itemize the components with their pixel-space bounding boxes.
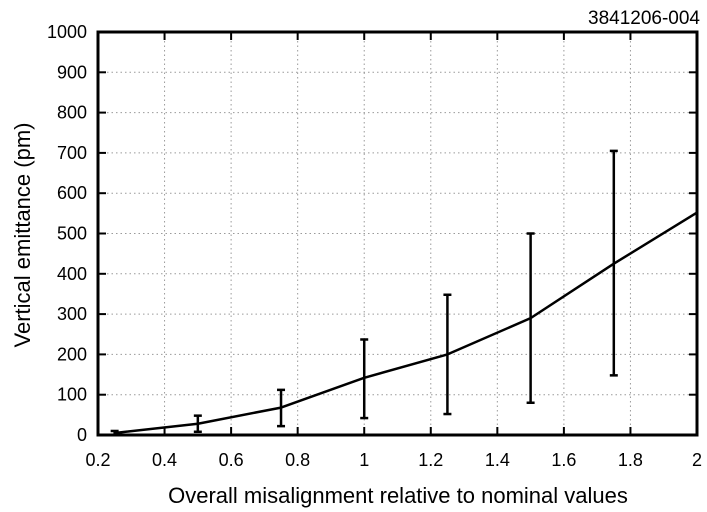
x-tick-label: 0.4 (152, 450, 177, 470)
x-tick-label: 0.8 (285, 450, 310, 470)
figure-id-label: 3841206-004 (588, 8, 700, 29)
y-tick-label: 200 (57, 344, 87, 364)
x-tick-label: 1.2 (418, 450, 443, 470)
x-tick-label: 0.2 (85, 450, 110, 470)
series-line (114, 211, 698, 435)
y-tick-label: 900 (57, 62, 87, 82)
x-tick-label: 0.6 (219, 450, 244, 470)
y-tick-label: 400 (57, 264, 87, 284)
x-axis-ticks: 0.2 0.4 0.6 0.8 1 1.2 1.4 1.6 1.8 2 (85, 32, 702, 470)
y-tick-label: 800 (57, 103, 87, 123)
y-tick-label: 700 (57, 143, 87, 163)
x-tick-label: 1.8 (618, 450, 643, 470)
x-axis-title: Overall misalignment relative to nominal… (168, 483, 628, 508)
y-tick-label: 0 (77, 425, 87, 445)
y-tick-label: 1000 (47, 22, 87, 42)
y-axis-title: Vertical emittance (pm) (10, 123, 35, 348)
y-tick-label: 100 (57, 385, 87, 405)
y-tick-label: 600 (57, 183, 87, 203)
x-tick-label: 1.6 (551, 450, 576, 470)
x-tick-label: 1.4 (485, 450, 510, 470)
y-tick-label: 300 (57, 304, 87, 324)
y-axis-ticks: 0 100 200 300 400 500 600 700 800 900 1000 (47, 22, 697, 445)
grid (98, 32, 697, 435)
x-tick-label: 1 (359, 450, 369, 470)
series-line-group (114, 211, 698, 435)
y-tick-label: 500 (57, 224, 87, 244)
x-tick-label: 2 (692, 450, 702, 470)
